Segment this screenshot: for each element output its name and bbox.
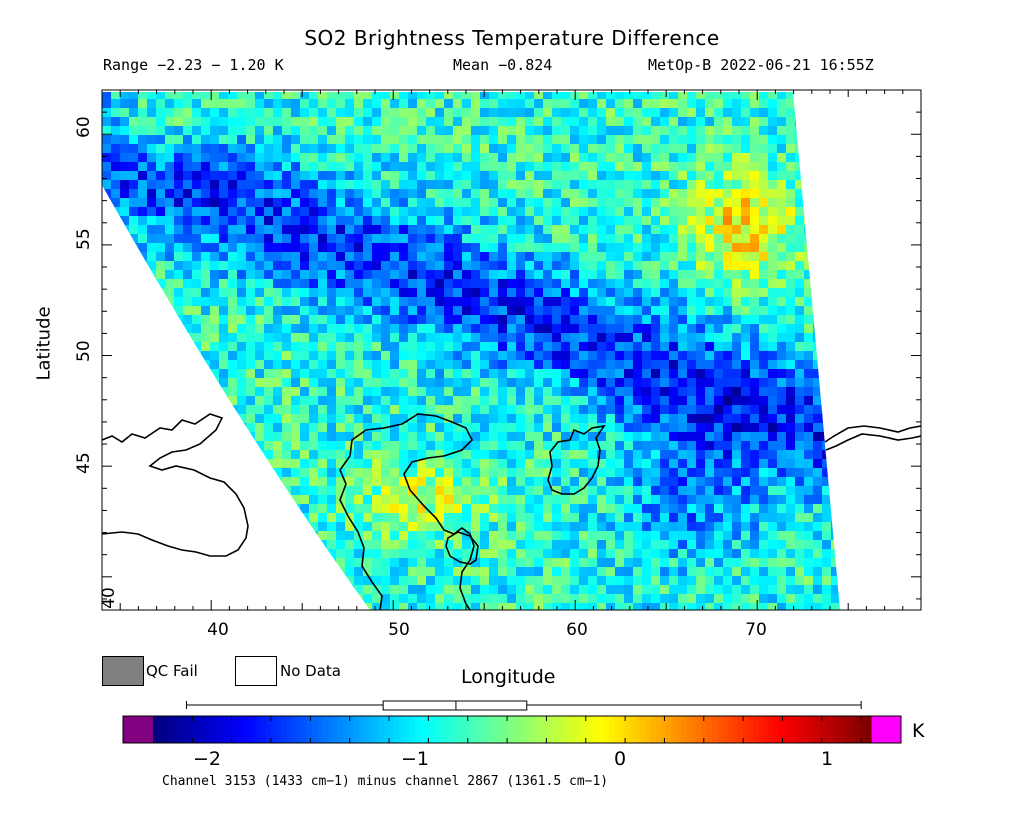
range-text: Range −2.23 − 1.20 K [103, 56, 284, 74]
y-tick-label-55: 55 [74, 228, 94, 250]
stats-boxplot [185, 700, 862, 711]
x-axis-label: Longitude [461, 666, 556, 688]
y-tick-label-40: 40 [98, 587, 119, 609]
coastline-layer [102, 413, 921, 610]
y-tick-label-60: 60 [74, 116, 94, 138]
chart-title: SO2 Brightness Temperature Difference [304, 26, 720, 50]
x-tick-label-40: 40 [207, 620, 229, 640]
colorbar-tick-label-neg2: −2 [192, 748, 221, 770]
platform-time-text: MetOp-B 2022-06-21 16:55Z [648, 56, 874, 74]
colorbar-tick-label-neg1: −1 [400, 748, 429, 770]
qc-fail-label: QC Fail [146, 662, 198, 680]
x-tick-label-50: 50 [388, 620, 410, 640]
colorbar-unit: K [912, 720, 925, 742]
channel-footnote: Channel 3153 (1433 cm−1) minus channel 2… [162, 774, 609, 789]
balkhash-south-coastline [825, 433, 921, 451]
y-tick-label-50: 50 [74, 340, 94, 362]
no-data-swatch [235, 656, 277, 686]
qc-fail-swatch [102, 656, 144, 686]
mean-text: Mean −0.824 [453, 56, 553, 74]
x-tick-label-60: 60 [566, 620, 588, 640]
black-sea-coastline [102, 413, 249, 557]
colorbar-tick-label-1: 1 [820, 748, 834, 770]
caspian-island-coastline [445, 531, 479, 565]
aral-sea-coastline [547, 424, 606, 495]
caspian-east-coastline [339, 413, 475, 610]
no-data-label: No Data [280, 662, 341, 680]
swath-layer [102, 92, 840, 610]
colorbar-tick-label-0: 0 [613, 748, 627, 770]
balkhash-coastline [824, 425, 921, 443]
colorbar [122, 715, 902, 744]
map-frame [101, 89, 922, 611]
x-tick-label-70: 70 [745, 620, 767, 640]
y-axis-label: Latitude [33, 306, 55, 381]
y-tick-label-45: 45 [74, 452, 94, 474]
axis-ticks [102, 89, 921, 610]
